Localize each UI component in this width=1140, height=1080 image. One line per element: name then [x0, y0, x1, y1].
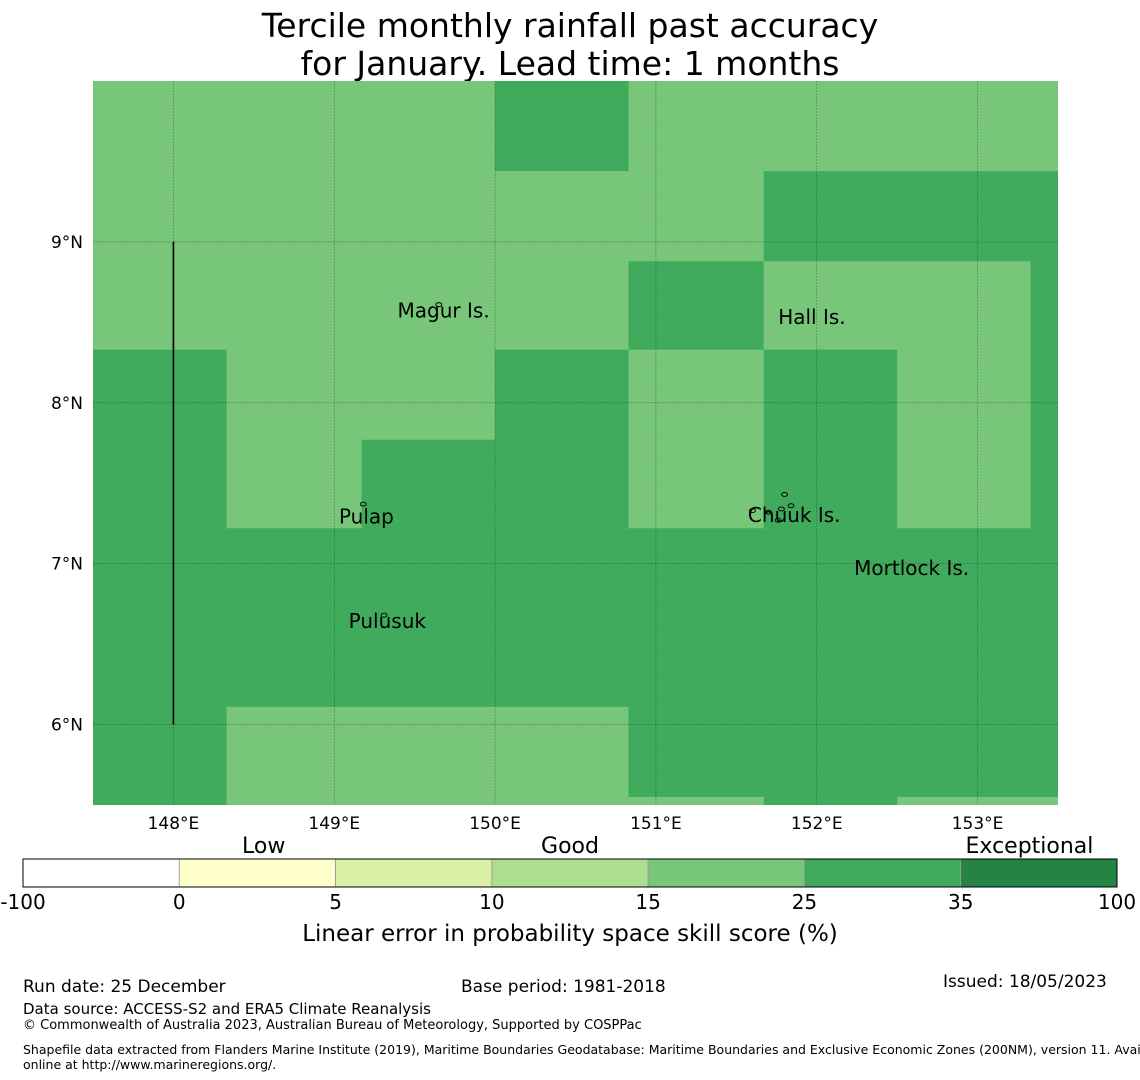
colorbar-legend: -100 0 5 10 15 25 35 100 Low Good Exceptional Linea… [0, 834, 1136, 947]
island-outline [774, 517, 782, 523]
data-source: Data source: ACCESS-S2 and ERA5 Climate … [23, 1000, 431, 1018]
island-outline [765, 509, 772, 515]
latitude-tick-label: 9°N [51, 233, 83, 253]
latitude-tick-label: 7°N [51, 555, 83, 575]
colorbar-bin [22, 858, 180, 888]
island-outline [435, 302, 443, 308]
longitude-tick-label: 150°E [469, 814, 521, 834]
skill-cell [763, 796, 898, 805]
place-label: Pulap [339, 504, 394, 528]
skill-cell [361, 439, 496, 529]
shapefile-credit-line-1: Shapefile data extracted from Flanders M… [23, 1042, 1140, 1057]
colorbar-tick-label: 5 [329, 890, 342, 914]
skill-cell [628, 706, 1058, 797]
colorbar-axis-label: Linear error in probability space skill … [302, 921, 838, 947]
island-outline [781, 492, 789, 497]
shapefile-credit-line-2: online at http://www.marineregions.org/. [23, 1057, 277, 1072]
skill-cell [763, 349, 898, 529]
latitude-tick-label: 8°N [51, 394, 83, 414]
skill-cell [495, 81, 629, 172]
skill-cell [763, 171, 1058, 262]
colorbar-tick-label: -100 [0, 890, 45, 914]
colorbar-tick-label: 0 [173, 890, 186, 914]
colorbar-bin [491, 858, 649, 888]
place-label: Chuuk Is. [748, 503, 841, 527]
colorbar-frame [22, 858, 1118, 888]
island-outline [359, 501, 367, 507]
issued-date: Issued: 18/05/2023 [943, 972, 1107, 992]
colorbar-category-label: Good [541, 834, 599, 859]
colorbar-bin [647, 858, 805, 888]
colorbar-tick-label: 10 [479, 890, 504, 914]
copyright: © Commonwealth of Australia 2023, Austra… [23, 1018, 642, 1033]
colorbar-bin [178, 858, 336, 888]
colorbar-tick-label: 15 [635, 890, 660, 914]
island-outline [380, 612, 388, 618]
colorbar-category-label: Low [242, 834, 285, 859]
skill-cell [93, 349, 227, 805]
longitude-tick-label: 151°E [630, 814, 682, 834]
run-date: Run date: 25 December [23, 977, 226, 997]
place-label: Pulusuk [349, 609, 427, 633]
skill-cell [1030, 261, 1058, 707]
island-outline [777, 506, 785, 512]
place-label: Hall Is. [778, 305, 845, 329]
island-outline [748, 508, 756, 514]
longitude-tick-label: 149°E [308, 814, 360, 834]
colorbar-bin [960, 858, 1118, 888]
skill-cell [628, 261, 764, 350]
map-title-line-2: for January. Lead time: 1 months [300, 44, 840, 83]
colorbar-tick-label: 35 [948, 890, 973, 914]
colorbar-category-label: Exceptional [966, 834, 1094, 859]
longitude-tick-label: 153°E [952, 814, 1004, 834]
island-outline [787, 503, 795, 509]
place-label: Mortlock Is. [854, 556, 969, 580]
longitude-tick-label: 152°E [791, 814, 843, 834]
latitude-tick-label: 6°N [51, 716, 83, 736]
place-label: Magur Is. [398, 299, 490, 323]
base-period: Base period: 1981-2018 [461, 977, 666, 997]
colorbar-bin [335, 858, 493, 888]
skill-map: 148°E 149°E 150°E 151°E 152°E 153°E 9°N 8°N 7°N 6… [51, 81, 1058, 834]
skill-cell [495, 349, 629, 529]
colorbar-tick-label: 100 [1098, 890, 1136, 914]
longitude-tick-label: 148°E [148, 814, 200, 834]
colorbar-bin [804, 858, 962, 888]
colorbar-tick-label: 25 [792, 890, 817, 914]
skill-cell [226, 528, 1031, 707]
map-title-line-1: Tercile monthly rainfall past accuracy [261, 6, 879, 45]
